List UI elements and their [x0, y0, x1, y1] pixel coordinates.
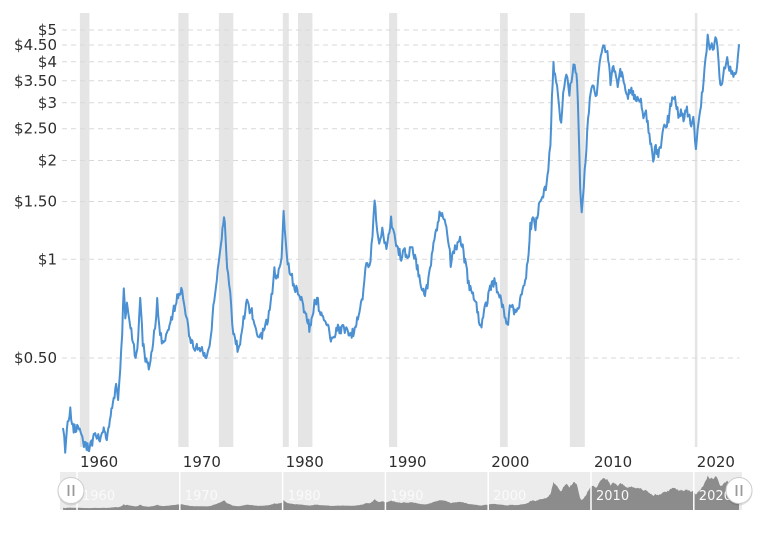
drag-grip-icon	[735, 485, 738, 496]
navigator-year-label: 1990	[390, 489, 423, 504]
recession-band	[500, 13, 508, 447]
navigator-area-series	[63, 475, 740, 510]
y-axis-label: $2	[38, 152, 57, 170]
navigator-year-label: 2010	[596, 489, 629, 504]
x-axis-label: 1980	[286, 453, 324, 471]
navigator-year-label: 2000	[493, 489, 526, 504]
recession-band	[694, 13, 698, 447]
navigator-right-handle[interactable]	[725, 477, 753, 504]
navigator-year-label: 1970	[185, 489, 218, 504]
x-axis-label: 1990	[388, 453, 426, 471]
y-axis-label: $0.50	[14, 349, 57, 367]
recession-band	[569, 13, 585, 447]
navigator-year-label: 1960	[82, 489, 115, 504]
y-axis-label: $1.50	[14, 193, 57, 211]
price-line-series	[62, 33, 740, 454]
x-axis-label: 2000	[491, 453, 529, 471]
recession-band	[178, 13, 189, 447]
navigator-year-label: 2020	[699, 489, 732, 504]
y-axis-label: $5	[38, 21, 57, 39]
y-axis-label: $4.50	[14, 36, 57, 54]
plot-area[interactable]	[62, 13, 740, 447]
y-axis-label: $4	[38, 53, 57, 71]
recession-band	[282, 13, 289, 447]
navigator-left-handle[interactable]	[57, 477, 85, 504]
y-axis-label: $1	[38, 250, 57, 268]
drag-grip-icon	[72, 485, 75, 496]
x-axis-label: 1970	[183, 453, 221, 471]
x-axis-label: 2010	[594, 453, 632, 471]
drag-grip-icon	[740, 485, 743, 496]
recession-band	[298, 13, 313, 447]
y-axis-label: $3.50	[14, 72, 57, 90]
drag-grip-icon	[67, 485, 70, 496]
y-axis-label: $2.50	[14, 120, 57, 138]
x-axis-label: 2020	[697, 453, 735, 471]
y-axis-label: $3	[38, 94, 57, 112]
recession-band	[79, 13, 90, 447]
x-axis-label: 1960	[80, 453, 118, 471]
navigator-year-label: 1980	[288, 489, 321, 504]
